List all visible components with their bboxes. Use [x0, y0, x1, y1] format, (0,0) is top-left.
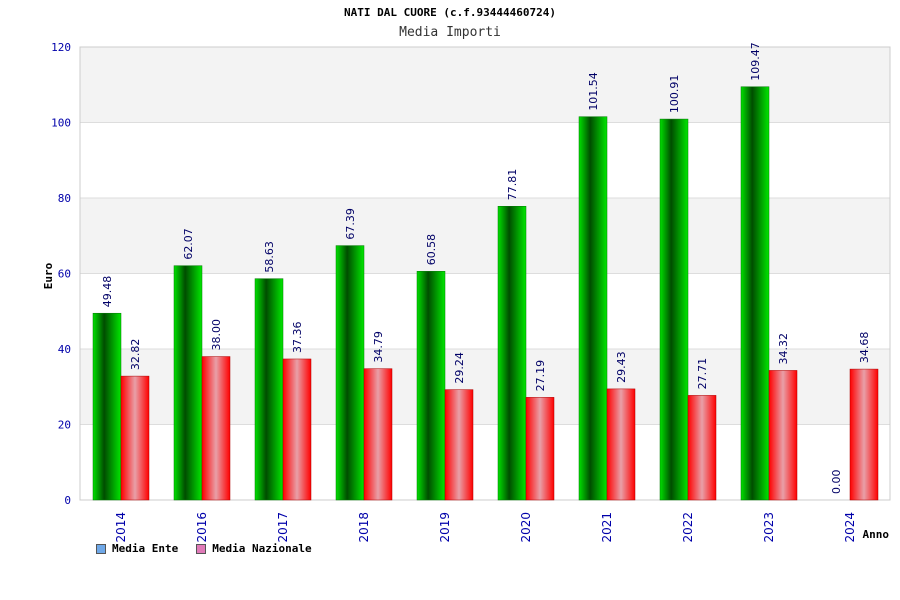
legend-swatch-ente — [96, 543, 106, 554]
data-label: 67.39 — [344, 208, 357, 240]
plot-frame — [79, 46, 891, 501]
data-label: 37.36 — [291, 321, 304, 353]
x-tick-label: 2016 — [195, 512, 209, 543]
data-label: 27.71 — [696, 358, 709, 390]
bar-media-nazionale — [525, 397, 555, 501]
data-label: 27.19 — [534, 360, 547, 392]
bar-media-ente — [173, 265, 203, 501]
bar-media-ente — [659, 118, 689, 501]
data-label: 34.32 — [777, 333, 790, 365]
y-tick-label: 20 — [58, 419, 71, 432]
data-label: 58.63 — [263, 241, 276, 273]
bar-media-ente — [416, 271, 446, 501]
data-label: 29.24 — [453, 352, 466, 384]
chart-subtitle: Media Importi — [399, 25, 501, 40]
bar-media-nazionale — [606, 388, 636, 501]
x-tick-label: 2020 — [519, 512, 533, 543]
data-label: 101.54 — [587, 72, 600, 111]
bar-media-ente — [497, 206, 527, 501]
data-label: 62.07 — [182, 228, 195, 260]
y-tick-label: 120 — [51, 41, 71, 54]
bar-media-nazionale — [201, 356, 231, 501]
bar-media-nazionale — [363, 368, 393, 501]
data-label: 0.00 — [830, 470, 843, 495]
x-tick-label: 2021 — [600, 512, 614, 543]
x-tick-label: 2018 — [357, 512, 371, 543]
data-label: 32.82 — [129, 339, 142, 371]
legend: Media Ente Media Nazionale — [96, 542, 312, 555]
x-tick-label: 2019 — [438, 512, 452, 543]
x-axis-label: Anno — [863, 528, 890, 541]
bar-media-ente — [254, 278, 284, 501]
y-axis-label: Euro — [42, 262, 55, 289]
bar-media-ente — [578, 116, 608, 501]
chart-title: NATI DAL CUORE (c.f.93444460724) — [344, 6, 556, 19]
legend-swatch-nazionale — [196, 543, 207, 554]
y-tick-label: 60 — [58, 268, 71, 281]
y-tick-label: 40 — [58, 343, 71, 356]
x-tick-label: 2017 — [276, 512, 290, 543]
bar-media-nazionale — [444, 389, 474, 501]
bar-media-ente — [740, 86, 770, 501]
bar-media-nazionale — [282, 358, 312, 501]
y-tick-label: 0 — [64, 494, 71, 507]
legend-label-nazionale: Media Nazionale — [212, 542, 312, 555]
data-label: 38.00 — [210, 319, 223, 351]
bar-media-nazionale — [687, 395, 717, 501]
data-label: 49.48 — [101, 276, 114, 308]
x-tick-label: 2024 — [843, 512, 857, 543]
data-label: 100.91 — [668, 75, 681, 114]
bar-media-nazionale — [768, 370, 798, 501]
legend-item-ente: Media Ente — [96, 542, 178, 555]
data-label: 109.47 — [749, 42, 762, 81]
data-label: 60.58 — [425, 234, 438, 266]
x-tick-label: 2014 — [114, 512, 128, 543]
data-label: 29.43 — [615, 351, 628, 383]
legend-item-nazionale: Media Nazionale — [196, 542, 312, 555]
data-label: 34.79 — [372, 331, 385, 363]
y-tick-label: 100 — [51, 117, 71, 130]
bar-media-ente — [335, 245, 365, 501]
bar-media-nazionale — [120, 375, 150, 501]
legend-label-ente: Media Ente — [112, 542, 179, 555]
data-label: 77.81 — [506, 169, 519, 201]
bar-media-ente — [92, 312, 122, 501]
y-tick-label: 80 — [58, 192, 71, 205]
x-tick-label: 2022 — [681, 512, 695, 543]
bar-media-nazionale — [849, 368, 879, 501]
x-tick-label: 2023 — [762, 512, 776, 543]
data-label: 34.68 — [858, 332, 871, 364]
